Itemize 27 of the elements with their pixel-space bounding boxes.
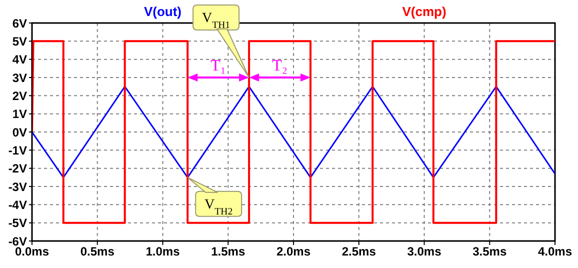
x-tick-label: 3.5ms [472, 244, 507, 259]
x-tick-label: 3.0ms [407, 244, 442, 259]
y-tick-label: 5V [12, 34, 27, 48]
annotation: V$_{TH1}$ [202, 11, 230, 30]
x-tick-label: 4.0ms [538, 244, 572, 259]
x-tick-label: 0.5ms [80, 244, 115, 259]
y-tick-label: -5V [8, 216, 27, 230]
text: V(out) [144, 4, 182, 19]
annotation: T₁ [210, 58, 226, 74]
x-tick-label: 2.0ms [276, 244, 311, 259]
annotation: T₂ [272, 58, 288, 74]
y-tick-label: 3V [12, 70, 27, 85]
y-tick-label: -2V [8, 162, 27, 176]
y-tick-label: -3V [8, 180, 27, 194]
series-label: V(cmp) [402, 4, 446, 19]
y-tick-label: 0V [12, 125, 27, 140]
y-tick-label: 4V [12, 52, 27, 67]
y-tick-label: 6V [12, 16, 27, 30]
y-tick-label: 1V [12, 107, 27, 122]
y-tick-label: -4V [8, 198, 27, 212]
x-tick-label: 1.0ms [146, 244, 180, 259]
y-tick-label: 2V [12, 88, 27, 103]
x-tick-label: 1.5ms [211, 244, 246, 259]
x-tick-label: 2.5ms [342, 244, 376, 259]
y-tick-label: -1V [8, 143, 27, 158]
line-series [32, 86, 555, 178]
annotation: V$_{TH2}$ [204, 197, 233, 217]
